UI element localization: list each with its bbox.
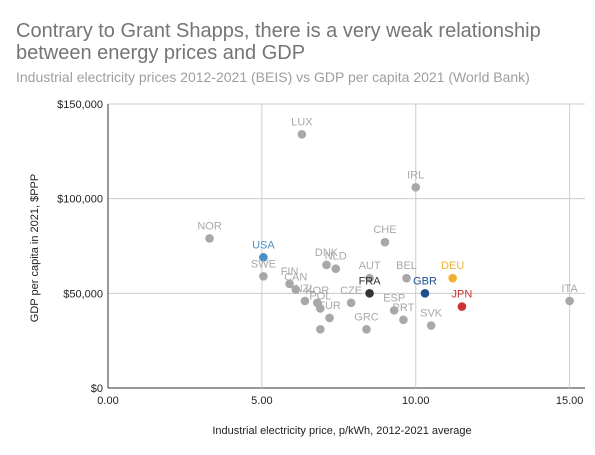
y-tick-label: $150,000 [57, 99, 103, 111]
data-point [346, 298, 356, 308]
data-point [331, 264, 341, 274]
point-label: CAN [284, 272, 307, 284]
point-label: ITA [561, 283, 578, 295]
data-point [365, 289, 374, 298]
point-label: PRT [393, 302, 415, 314]
data-point [362, 325, 371, 334]
point-label: NLD [325, 251, 347, 263]
point-label: SWE [251, 258, 276, 270]
x-tick-label: 0.00 [97, 395, 118, 407]
point-label: ESP [383, 292, 405, 304]
point-label: DEU [441, 260, 464, 272]
data-point [285, 279, 294, 289]
point-label: TUR [318, 300, 341, 312]
point-label: POL [309, 290, 331, 302]
data-point [205, 234, 214, 243]
data-point [448, 273, 457, 283]
point-label: SVK [420, 308, 443, 320]
data-point [457, 302, 467, 311]
point-label: GBR [413, 275, 437, 287]
data-point [565, 296, 574, 306]
point-label: CHE [373, 224, 396, 236]
point-label: FRA [359, 275, 382, 287]
chart-subtitle: Industrial electricity prices 2012-2021 … [16, 69, 530, 85]
data-point [316, 304, 325, 313]
data-point [291, 285, 301, 294]
data-point [365, 273, 374, 283]
point-label: CZE [340, 285, 362, 297]
data-point [426, 321, 436, 330]
data-point [411, 183, 421, 192]
point-label: USA [252, 239, 275, 251]
grid-lines [107, 103, 585, 389]
point-label: FIN [281, 266, 299, 278]
point-label: NOR [197, 220, 222, 232]
data-point [297, 129, 307, 139]
x-tick-label: 5.00 [251, 395, 272, 407]
data-point [380, 237, 390, 247]
y-tick-label: $100,000 [57, 194, 103, 206]
point-label: JPN [452, 289, 473, 301]
data-point [259, 271, 268, 281]
y-tick-label: $50,000 [63, 288, 103, 300]
point-label: NZL [295, 283, 316, 295]
x-tick-label: 15.00 [556, 395, 584, 407]
x-axis-label: Industrial electricity price, p/kWh, 201… [212, 425, 471, 437]
x-tick-label: 10.00 [402, 395, 430, 407]
point-label: BEL [396, 260, 417, 272]
point-label: IRL [407, 169, 424, 181]
chart-title: Contrary to Grant Shapps, there is a ver… [16, 20, 541, 64]
point-label: DNK [315, 247, 339, 259]
data-point [259, 253, 268, 262]
point-label: GRC [354, 311, 379, 323]
data-point [325, 313, 334, 323]
data-point [402, 273, 411, 283]
y-tick-label: $0 [91, 383, 103, 395]
y-axis-label: GDP per capita in 2021, $PPP [29, 174, 41, 322]
data-point [399, 315, 408, 325]
point-label: AUT [359, 260, 381, 272]
point-label: LUX [291, 116, 313, 128]
point-label: KOR [305, 285, 329, 297]
tick-labels: $0 $50,000 $100,000 $150,000 0.00 5.00 10.00 15… [57, 99, 583, 407]
data-point [316, 325, 325, 334]
data-point [420, 289, 430, 298]
data-point [300, 296, 310, 306]
data-points [205, 129, 574, 334]
data-point [389, 306, 399, 315]
data-point [322, 260, 331, 270]
